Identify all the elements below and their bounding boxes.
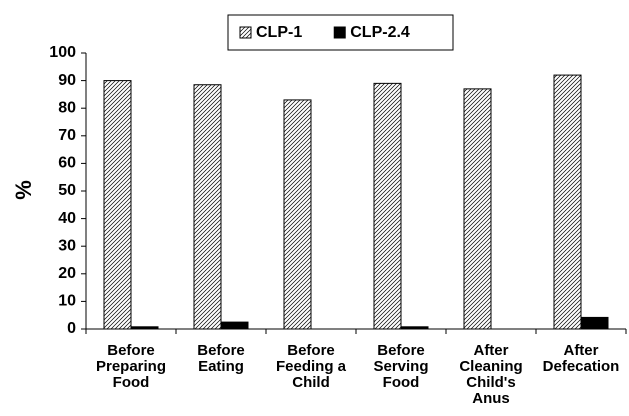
x-tick-label: Before Preparing Food [95,342,167,391]
y-tick-label: 0 [67,320,76,337]
legend-label: CLP-2.4 [350,24,410,41]
legend-label: CLP-1 [256,24,302,41]
y-tick-label: 40 [58,210,76,227]
x-tick-label: Before Eating [197,342,245,375]
y-tick-label: 20 [58,265,76,282]
x-tick-label: After Defecation [542,342,620,375]
y-tick-label: 70 [58,127,76,144]
legend-swatch [239,26,252,39]
y-tick-label: 100 [49,44,76,61]
x-tick-label: Before Feeding a Child [275,342,346,391]
y-tick-label: 10 [58,293,76,310]
y-tick-label: 50 [58,182,76,199]
bar [373,82,402,330]
bar [580,316,609,330]
x-tick-label: Before Serving Food [373,342,429,391]
y-tick-label: 90 [58,72,76,89]
bar [193,84,222,330]
y-tick-label: 80 [58,99,76,116]
bar [463,88,492,330]
x-tick-label: After Cleaning Child's Anus [459,342,523,407]
bar [283,99,312,330]
bar [553,74,582,330]
y-axis-label: % [11,180,36,200]
y-tick-label: 60 [58,155,76,172]
bar [220,321,249,330]
legend-swatch [333,26,346,39]
bar [103,80,132,330]
y-tick-label: 30 [58,237,76,254]
